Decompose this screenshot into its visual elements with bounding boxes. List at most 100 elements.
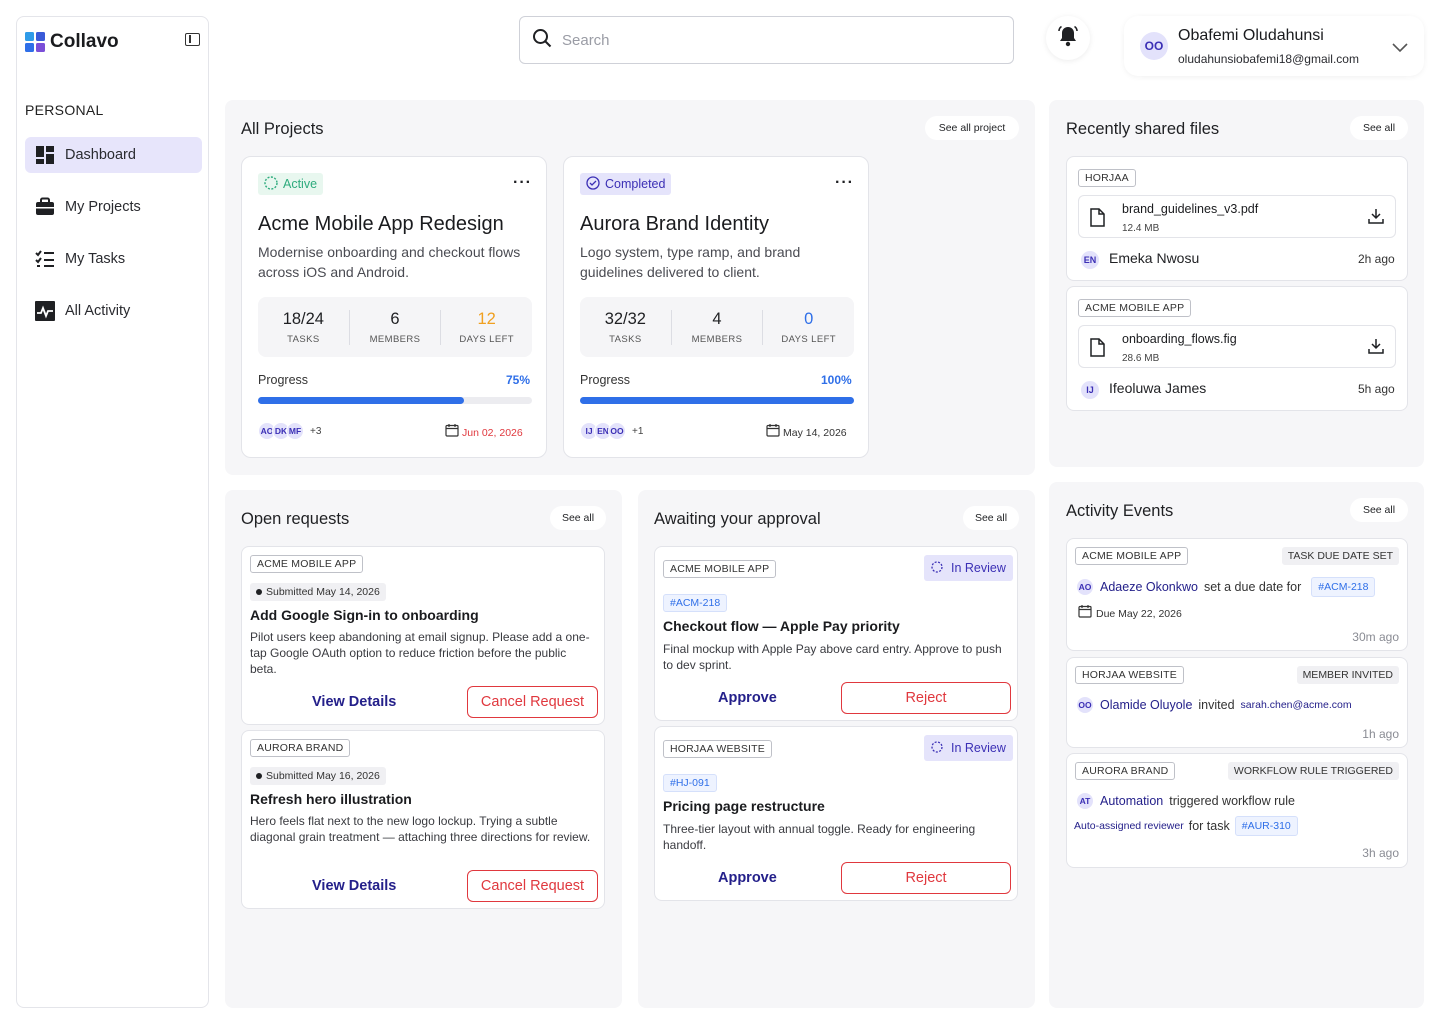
cancel-request-button[interactable]: Cancel Request — [467, 686, 598, 718]
file-icon — [1089, 338, 1105, 362]
avatar: OO — [608, 422, 626, 440]
file-size: 12.4 MB — [1122, 223, 1160, 234]
sidebar-item-label: My Tasks — [65, 251, 126, 267]
awaiting-approval-panel: Awaiting your approval See all ACME MOBI… — [638, 490, 1035, 1008]
request-card[interactable]: AURORA BRAND Submitted May 16, 2026 Refr… — [241, 730, 605, 909]
view-details-button[interactable]: View Details — [312, 878, 397, 894]
member-avatars[interactable]: AO DK MF +3 — [258, 422, 321, 440]
approval-description: Final mockup with Apple Pay above card e… — [663, 642, 1002, 672]
approval-title: Pricing page restructure — [663, 798, 825, 814]
shared-by: Emeka Nwosu — [1109, 250, 1200, 266]
stat-members: 4 MEMBERS — [672, 309, 764, 345]
task-id-tag[interactable]: #AUR-310 — [1234, 816, 1298, 836]
file-row[interactable]: brand_guidelines_v3.pdf 12.4 MB — [1078, 195, 1396, 238]
briefcase-icon — [35, 197, 55, 217]
see-all-activity-button[interactable]: See all — [1350, 498, 1408, 522]
request-card[interactable]: ACME MOBILE APP Submitted May 14, 2026 A… — [241, 546, 605, 725]
collavo-logo-icon — [25, 32, 45, 52]
search-icon — [532, 28, 552, 53]
activity-card[interactable]: ACME MOBILE APP TASK DUE DATE SET AO Ada… — [1066, 538, 1408, 651]
shared-by: Ifeoluwa James — [1109, 380, 1207, 396]
rule-name[interactable]: Auto-assigned reviewer — [1074, 820, 1184, 832]
user-menu[interactable]: OO Obafemi Oludahunsi oludahunsiobafemi1… — [1124, 16, 1424, 76]
approve-button[interactable]: Approve — [718, 690, 777, 706]
app-logo[interactable]: Collavo — [25, 31, 119, 53]
avatar: OO — [1140, 32, 1168, 60]
project-description: Logo system, type ramp, and brand guidel… — [580, 244, 801, 280]
project-stats: 18/24 TASKS 6 MEMBERS 12 DAYS LEFT — [258, 297, 532, 357]
notifications-button[interactable] — [1046, 16, 1090, 60]
cancel-request-button[interactable]: Cancel Request — [467, 870, 598, 902]
task-id-tag[interactable]: #ACM-218 — [663, 594, 728, 612]
project-stats: 32/32 TASKS 4 MEMBERS 0 DAYS LEFT — [580, 297, 854, 357]
file-card[interactable]: HORJAA brand_guidelines_v3.pdf 12.4 MB E… — [1066, 156, 1408, 281]
more-options-icon[interactable]: ··· — [513, 174, 532, 191]
project-card[interactable]: Completed ··· Aurora Brand Identity Logo… — [563, 156, 869, 458]
view-details-button[interactable]: View Details — [312, 694, 397, 710]
project-card[interactable]: Active ··· Acme Mobile App Redesign Mode… — [241, 156, 547, 458]
see-all-approvals-button[interactable]: See all — [963, 506, 1019, 530]
activity-card[interactable]: AURORA BRAND WORKFLOW RULE TRIGGERED AT … — [1066, 753, 1408, 868]
chevron-down-icon[interactable] — [1392, 40, 1408, 58]
all-projects-panel: All Projects See all project Active ··· … — [225, 100, 1035, 475]
status-label: In Review — [951, 741, 1006, 755]
more-members-count: +3 — [310, 425, 322, 437]
progress-label: Progress — [258, 373, 309, 387]
sidebar-item-dashboard[interactable]: Dashboard — [25, 137, 202, 173]
sidebar-item-label: Dashboard — [65, 147, 136, 163]
reject-button[interactable]: Reject — [841, 682, 1011, 714]
file-row[interactable]: onboarding_flows.fig 28.6 MB — [1078, 325, 1396, 368]
sidebar-item-my-projects[interactable]: My Projects — [25, 189, 202, 225]
approval-card[interactable]: HORJAA WEBSITE In Review #HJ-091 Pricing… — [654, 726, 1018, 901]
activity-events-panel: Activity Events See all ACME MOBILE APP … — [1049, 482, 1424, 1008]
activity-card[interactable]: HORJAA WEBSITE MEMBER INVITED OO Olamide… — [1066, 657, 1408, 748]
sidebar-item-label: All Activity — [65, 303, 131, 319]
avatar: OO — [1076, 696, 1094, 714]
project-tag: HORJAA WEBSITE — [1075, 666, 1184, 684]
sidebar-item-my-tasks[interactable]: My Tasks — [25, 241, 202, 277]
check-circle-icon — [586, 175, 600, 193]
task-id-tag[interactable]: #HJ-091 — [663, 774, 717, 792]
see-all-requests-button[interactable]: See all — [550, 506, 606, 530]
sidebar: Collavo PERSONAL Dashboard My Projects M… — [16, 16, 209, 1008]
panel-title: Recently shared files — [1066, 120, 1220, 138]
download-icon[interactable] — [1368, 338, 1384, 359]
request-title: Add Google Sign-in to onboarding — [250, 607, 479, 623]
task-id-tag[interactable]: #ACM-218 — [1311, 577, 1376, 597]
panel-title: Activity Events — [1066, 502, 1174, 520]
request-description: Pilot users keep abandoning at email sig… — [250, 630, 590, 676]
actor-name[interactable]: Olamide Oluyole — [1100, 698, 1193, 712]
project-tag: AURORA BRAND — [250, 739, 351, 757]
collapse-sidebar-icon[interactable] — [185, 33, 200, 46]
file-card[interactable]: ACME MOBILE APP onboarding_flows.fig 28.… — [1066, 286, 1408, 411]
calendar-icon — [1078, 604, 1092, 623]
approval-card[interactable]: ACME MOBILE APP In Review #ACM-218 Check… — [654, 546, 1018, 721]
more-options-icon[interactable]: ··· — [835, 174, 854, 191]
approve-button[interactable]: Approve — [718, 870, 777, 886]
search-input[interactable] — [562, 31, 962, 49]
see-all-files-button[interactable]: See all — [1350, 116, 1408, 140]
reject-button[interactable]: Reject — [841, 862, 1011, 894]
actor-name[interactable]: Automation — [1100, 794, 1164, 808]
submitted-date: Submitted May 14, 2026 — [266, 586, 380, 598]
member-avatars[interactable]: IJ EN OO +1 — [580, 422, 643, 440]
more-members-count: +1 — [632, 425, 644, 437]
panel-title: Open requests — [241, 510, 350, 528]
actor-name[interactable]: Adaeze Okonkwo — [1100, 580, 1198, 594]
avatar: AT — [1076, 792, 1094, 810]
status-label: In Review — [951, 561, 1006, 575]
activity-line: OO Olamide Oluyole invited sarah.chen@ac… — [1076, 696, 1352, 714]
progress-value: 75% — [506, 373, 531, 387]
calendar-icon — [445, 423, 459, 442]
download-icon[interactable] — [1368, 208, 1384, 229]
submitted-date: Submitted May 16, 2026 — [266, 770, 380, 782]
project-tag: HORJAA — [1078, 169, 1136, 187]
see-all-projects-button[interactable]: See all project — [925, 116, 1019, 140]
panel-title: All Projects — [241, 120, 324, 138]
project-title: Aurora Brand Identity — [580, 213, 769, 235]
due-date: May 14, 2026 — [766, 423, 847, 442]
request-title: Refresh hero illustration — [250, 791, 412, 807]
sidebar-item-all-activity[interactable]: All Activity — [25, 293, 202, 329]
request-description: Hero feels flat next to the new logo loc… — [250, 814, 591, 844]
invited-email[interactable]: sarah.chen@acme.com — [1240, 699, 1352, 711]
